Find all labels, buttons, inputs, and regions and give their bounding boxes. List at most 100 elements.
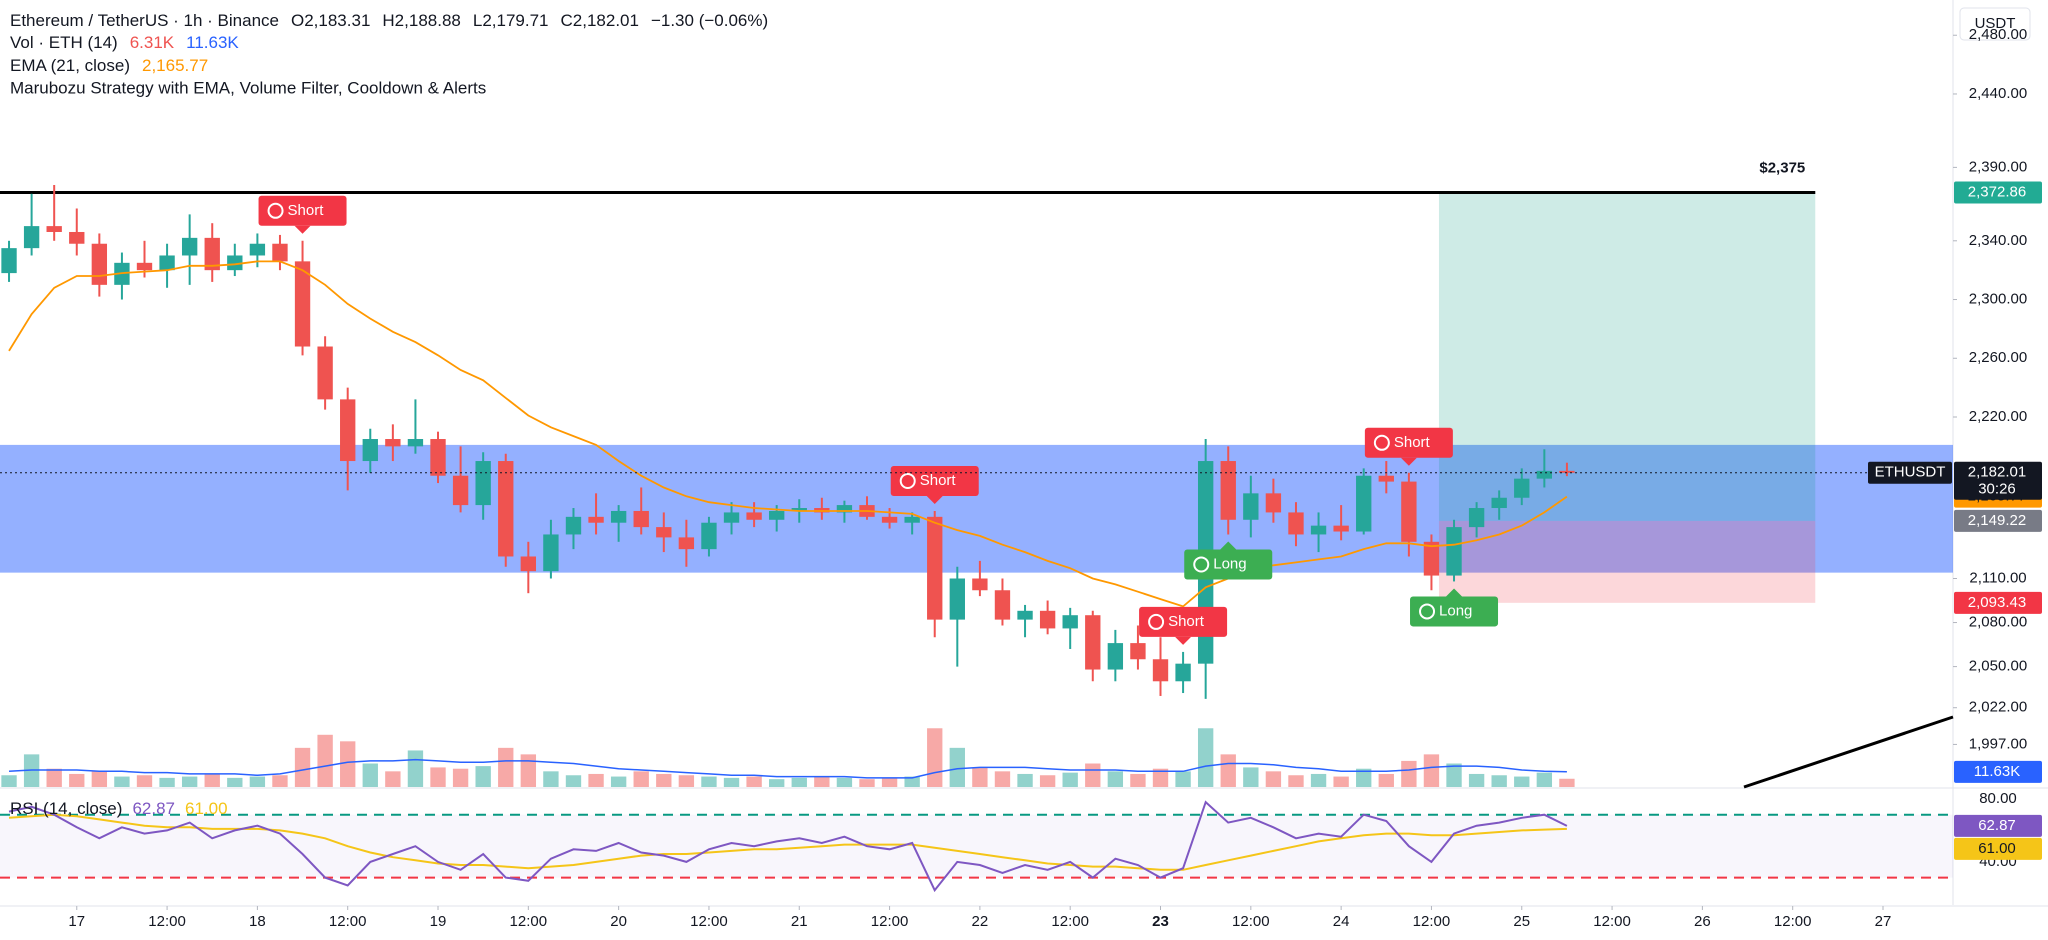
rsi-legend: RSI (14, close) 62.87 61.00 (10, 799, 228, 818)
volume-bar (1197, 728, 1214, 787)
volume-bar (1175, 771, 1191, 787)
y-tick-label: 2,050.00 (1969, 658, 2027, 675)
volume-bar (1378, 773, 1394, 787)
candle-body (1220, 461, 1236, 520)
volume-bar (814, 776, 830, 787)
volume-bar (565, 775, 582, 787)
signal-label: Short (1168, 613, 1205, 630)
open: O2,183.31 (291, 11, 370, 30)
y-tick-label: 2,022.00 (1969, 699, 2027, 716)
entry-tag-label: 2,149.22 (1968, 512, 2026, 529)
signal-pointer (1446, 588, 1463, 597)
x-tick-label: 19 (430, 913, 447, 930)
volume-bar (904, 776, 920, 787)
candle-body (272, 243, 288, 262)
close: C2,182.01 (561, 11, 639, 30)
signal-box (1139, 606, 1228, 637)
x-tick-label: 12:00 (1232, 913, 1270, 930)
x-tick-label: 12:00 (1593, 913, 1631, 930)
volume-bar (881, 777, 898, 787)
candle-body (249, 243, 266, 256)
volume-bar (1085, 763, 1101, 787)
volume-ma (8, 758, 1567, 779)
signal-box (890, 465, 979, 496)
signal-pointer (926, 495, 943, 504)
volume-bar (362, 763, 378, 787)
candle-body (543, 534, 559, 572)
entry-tag (1954, 509, 2042, 532)
candle-body (769, 510, 785, 520)
volume-bar (927, 728, 943, 787)
volume-bar (498, 747, 514, 787)
candle-body (46, 226, 62, 232)
volume-bar (701, 776, 717, 787)
trend-line (1743, 715, 1954, 789)
volume-bar (1333, 776, 1349, 787)
signal-label: Long (1213, 555, 1246, 572)
candle-body (1243, 493, 1259, 520)
volume-bar (520, 754, 537, 787)
candle-body (881, 516, 898, 523)
ema-value: 2,165.77 (142, 56, 208, 75)
x-tick-label: 12:00 (690, 913, 728, 930)
volume-bar (1, 775, 17, 787)
target-text: $2,375 (1759, 160, 1805, 177)
ema-name: EMA (21, close) (10, 56, 130, 75)
signal-box (1364, 427, 1453, 458)
volume-bar (1468, 773, 1485, 787)
candle-body (1423, 541, 1440, 576)
candle-body (1356, 475, 1372, 532)
x-tick-label: 12:00 (510, 913, 548, 930)
candle-body (23, 226, 40, 249)
signal: Long (1184, 541, 1273, 580)
symbol-tag-label: ETHUSDT (1875, 464, 1946, 481)
x-tick-label: 21 (791, 913, 808, 930)
volume-bar (385, 771, 401, 787)
candle-body (1152, 659, 1169, 682)
volume-bar (588, 773, 604, 787)
candle-body (385, 439, 401, 447)
target-tag-label: 2,372.86 (1968, 184, 2026, 201)
volume-legend: Vol · ETH (14) 6.31K 11.63K (10, 33, 239, 52)
x-tick-label: 12:00 (329, 913, 367, 930)
volume-bar (1423, 754, 1440, 787)
signal: Short (258, 195, 347, 234)
rsi-line (8, 800, 1568, 893)
volume-bar (949, 747, 965, 787)
candle-body (69, 231, 85, 244)
volume-bar (317, 734, 333, 787)
rsi-tag (1954, 814, 2042, 837)
volume-ma-tag (1954, 760, 2042, 783)
volume-bar (1243, 767, 1259, 787)
signal-pointer (1220, 541, 1237, 550)
volume-bar (746, 776, 762, 787)
candle-body (1559, 470, 1575, 473)
volume-bar (407, 750, 424, 787)
candle-body (972, 578, 988, 591)
volume-bar (836, 777, 853, 787)
volume-bar (1017, 773, 1033, 787)
signal-pointer (1175, 636, 1192, 645)
candle-body (791, 508, 807, 511)
rsi-value: 62.87 (132, 799, 175, 818)
symbol: Ethereum / TetherUS · 1h · Binance (10, 11, 279, 30)
volume-bar (91, 771, 108, 787)
volume-bar (69, 773, 85, 787)
candle-body (498, 461, 514, 557)
signal-pointer (294, 225, 311, 234)
stop-tag (1954, 591, 2042, 614)
rsi-tag-label: 62.87 (1978, 817, 2016, 834)
signal-label: Short (920, 472, 957, 489)
volume-bar (543, 771, 559, 787)
candle-body (1017, 610, 1033, 620)
candle-body (927, 516, 943, 620)
change: −1.30 (−0.06%) (651, 11, 768, 30)
currency-box[interactable] (1959, 7, 2031, 41)
volume-ma-tag-label: 11.63K (1974, 763, 2020, 780)
candle-body (1468, 508, 1485, 528)
candle-body (1175, 663, 1191, 682)
candle-body (1062, 615, 1078, 629)
volume-bar (272, 775, 288, 787)
volume-bar (227, 777, 243, 787)
volume-bar (1265, 771, 1282, 787)
